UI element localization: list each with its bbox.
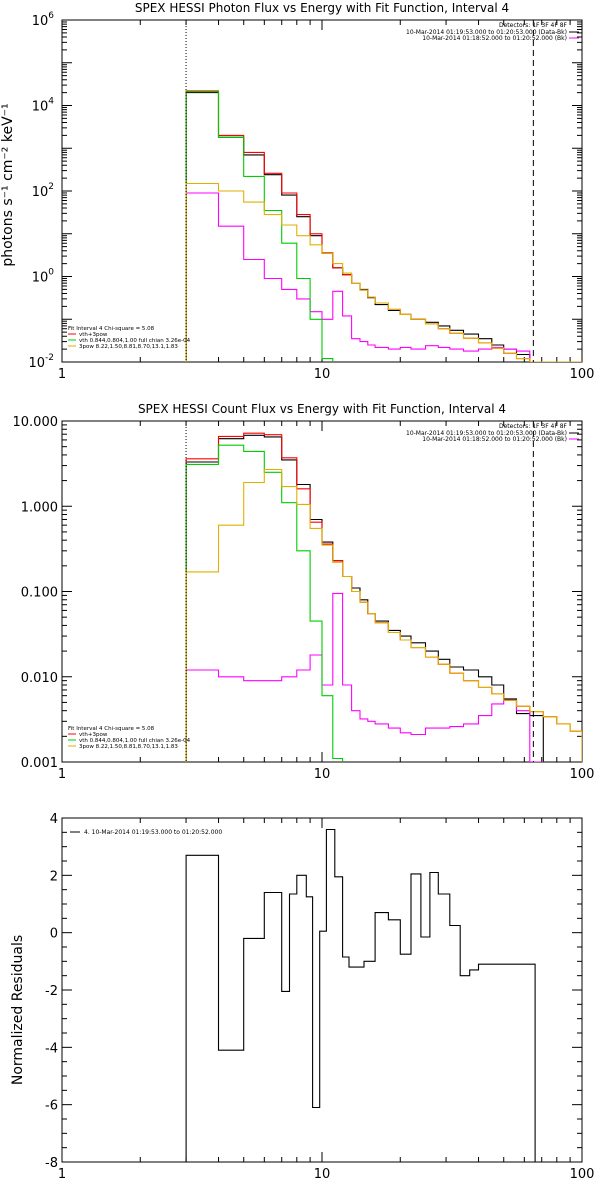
resid-y-tick-label: -6	[45, 1099, 58, 1114]
resid-y-tick-label: -4	[45, 1041, 58, 1056]
count-legend-fit-header: Fit Interval 4 Chi-square = 5.08	[68, 726, 155, 732]
count-legend-fit-item: vth 0.844,0.804,1.00 full chian 3.26e-04	[79, 738, 191, 744]
resid-x-tick-label: 100	[570, 1167, 595, 1182]
count-series-data-bk	[185, 434, 544, 762]
count-x-tick-label: 1	[58, 767, 66, 782]
photon-x-tick-label: 10	[314, 367, 331, 382]
photon-axes-frame	[61, 19, 583, 363]
residuals-plot-area: 1 10 100 -8 -6 -4 -2 0 2 4 4. 10-Mar-2014 01:19:53…	[45, 812, 594, 1182]
photon-legend-top-item: 10-Mar-2014 01:19:53.000 to 01:20:53.000…	[406, 29, 567, 36]
photon-flux-title: SPEX HESSI Photon Flux vs Energy with Fi…	[135, 1, 509, 15]
photon-y-tick-label: 10-2	[28, 353, 54, 371]
photon-legend-fit-item: vth+3pow	[79, 332, 108, 338]
count-legend-detectors: Detectors: 1F 3F 4F 8F	[499, 423, 568, 430]
photon-series-group	[185, 90, 582, 362]
count-legend-top-item: 10-Mar-2014 01:18:52.000 to 01:20:52.000…	[422, 436, 567, 443]
count-legend-top-item: 10-Mar-2014 01:19:53.000 to 01:20:53.000…	[406, 430, 567, 437]
count-flux-title: SPEX HESSI Count Flux vs Energy with Fit…	[138, 402, 506, 416]
photon-legend-fit-header: Fit Interval 4 Chi-square = 5.08	[68, 326, 155, 332]
resid-series-group	[185, 828, 536, 1162]
resid-y-tick-label: 0	[50, 927, 58, 942]
count-y-tick-label: 0.100	[21, 586, 58, 601]
photon-y-tick-label: 106	[32, 11, 55, 29]
count-y-tick-label: 10.000	[13, 415, 59, 430]
photon-flux-ylabel: photons s⁻¹ cm⁻² keV⁻¹	[0, 103, 16, 266]
count-legend-fit-item: vth+3pow	[79, 732, 108, 738]
photon-legend-detectors: Detectors: 1F 3F 4F 8F	[499, 22, 568, 29]
photon-x-tick-label: 1	[58, 367, 66, 382]
resid-y-tick-label: -8	[45, 1156, 58, 1171]
photon-series-vth-3pow	[185, 90, 582, 362]
count-flux-chart: SPEX HESSI Count Flux vs Energy with Fit…	[13, 402, 595, 782]
photon-flux-plot-area: 1 10 100 10-2 100 102 104 106 Detectors: 1F 3F 4…	[28, 11, 594, 382]
resid-y-tick-label: -2	[45, 984, 58, 999]
count-x-tick-label: 100	[570, 767, 595, 782]
count-x-tick-label: 10	[314, 767, 331, 782]
resid-x-tick-label: 1	[58, 1167, 66, 1182]
count-series-bk	[185, 592, 544, 762]
photon-y-tick-label: 100	[32, 268, 55, 286]
photon-y-tick-label: 104	[32, 97, 55, 115]
count-axes-frame	[61, 420, 583, 763]
count-legend-fit-item: 3pow 8.22,1.50,8.81,8.70,13.1,1.83	[79, 744, 178, 750]
count-y-tick-label: 0.010	[21, 671, 58, 686]
resid-series-residuals	[185, 828, 536, 1162]
count-series-3pow	[185, 468, 582, 762]
photon-series-data-bk	[185, 92, 531, 362]
resid-axes-frame	[61, 817, 583, 1163]
photon-legend-fit-item: 3pow 8.22,1.50,8.81,8.70,13.1,1.83	[79, 344, 178, 350]
resid-x-tick-label: 10	[314, 1167, 331, 1182]
count-series-vth	[185, 444, 344, 762]
count-flux-plot-area: 1 10 100 0.001 0.010 0.100 1.000 10.000 Detector…	[13, 415, 595, 782]
photon-y-tick-label: 102	[32, 182, 54, 200]
photon-series-3pow	[185, 182, 582, 362]
photon-x-tick-label: 100	[570, 367, 595, 382]
resid-y-tick-label: 2	[50, 869, 58, 884]
resid-y-tick-label: 4	[50, 812, 58, 827]
photon-legend-top-item: 10-Mar-2014 01:18:52.000 to 01:20:52.000…	[422, 35, 567, 42]
residuals-chart: Normalized Residuals 1 10 100 -8 -6 -4 -2 0 2 4 4.…	[10, 812, 594, 1182]
count-y-tick-label: 0.001	[21, 756, 58, 771]
count-y-tick-label: 1.000	[21, 500, 58, 515]
photon-flux-chart: SPEX HESSI Photon Flux vs Energy with Fi…	[0, 1, 594, 382]
photon-series-bk	[185, 192, 531, 362]
photon-series-vth	[185, 91, 334, 362]
resid-legend-item: 4. 10-Mar-2014 01:19:53.000 to 01:20:52.…	[84, 829, 222, 836]
count-series-group	[185, 432, 582, 762]
residuals-ylabel: Normalized Residuals	[10, 935, 26, 1085]
photon-legend-fit-item: vth 0.844,0.804,1.00 full chian 3.26e-04	[79, 338, 191, 344]
